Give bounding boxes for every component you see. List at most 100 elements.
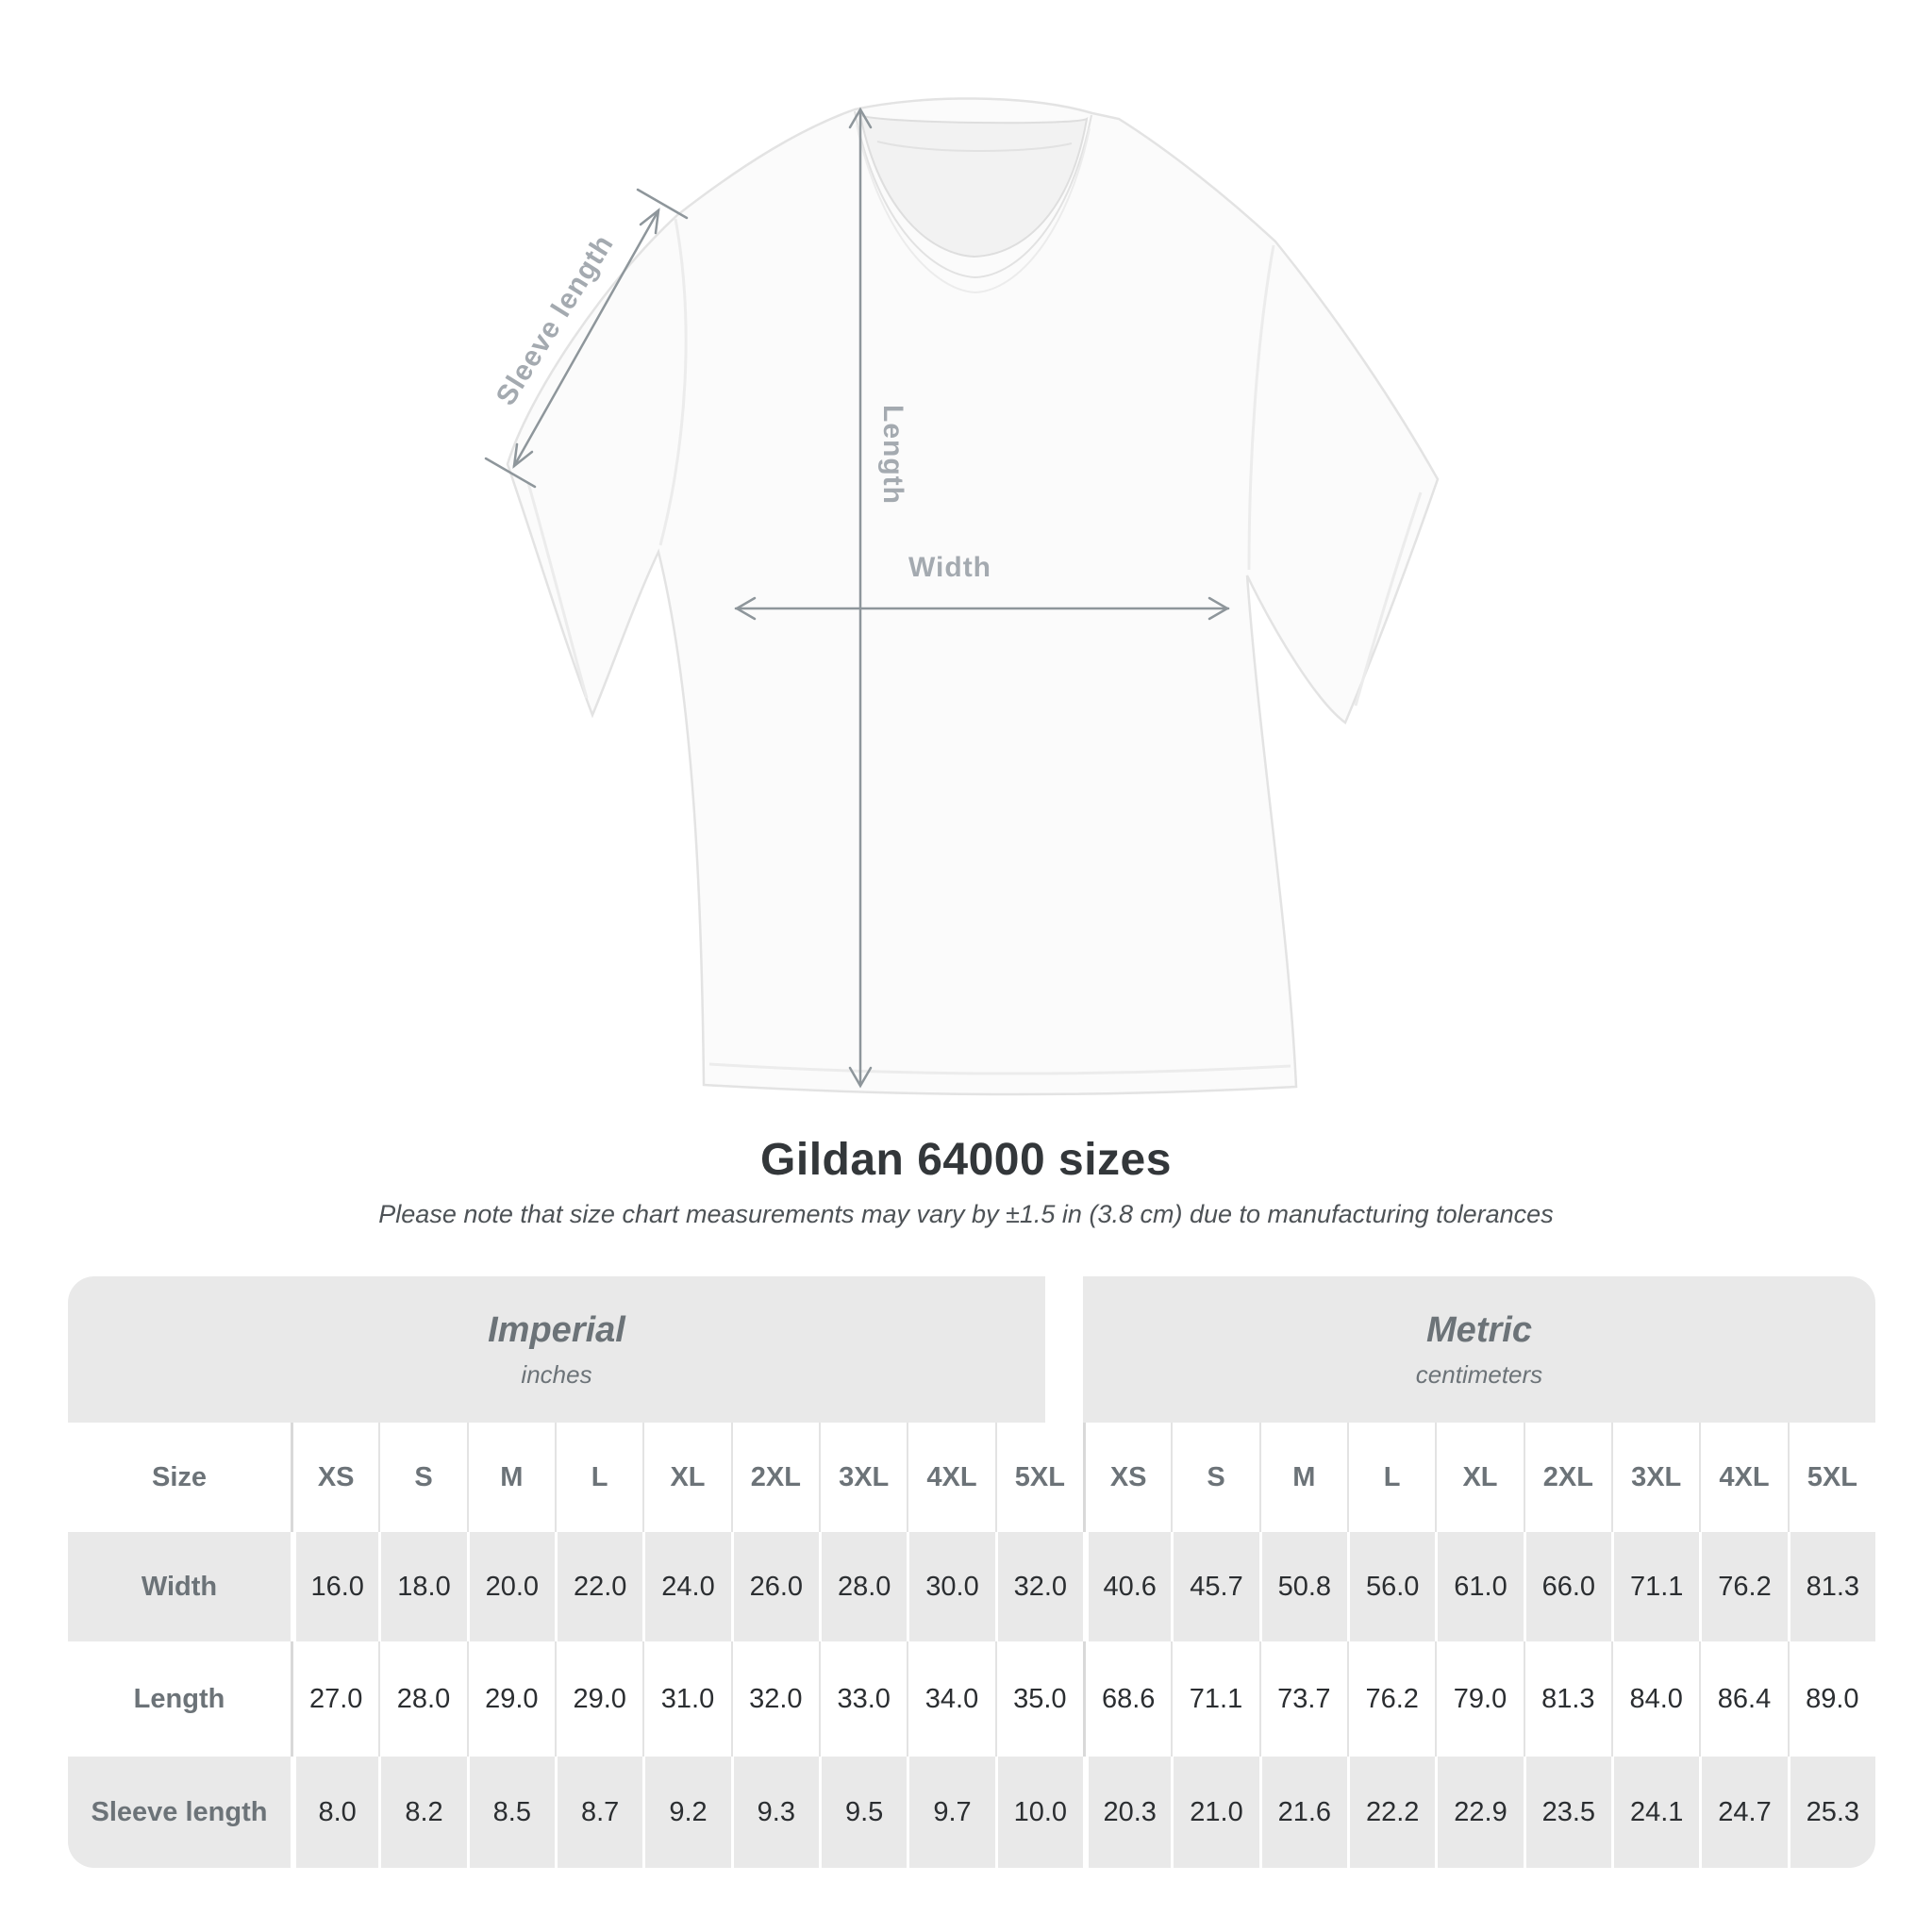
measurement-value: 32.0 [730,1641,819,1757]
page-subtitle: Please note that size chart measurements… [378,1200,1554,1228]
measurement-value: 18.0 [378,1532,466,1641]
imperial-sublabel: inches [521,1359,592,1389]
measurement-value: 56.0 [1347,1532,1435,1641]
measurement-value: 33.0 [819,1641,907,1757]
size-column-header: 2XL [1523,1423,1611,1532]
measurement-value: 29.0 [555,1641,642,1757]
size-column-header: XL [642,1423,730,1532]
measurement-value: 20.0 [466,1532,555,1641]
measurement-value: 61.0 [1435,1532,1523,1641]
table-row: Length 27.0 28.0 29.0 29.0 31.0 32.0 33.0 34.0 35… [68,1641,1875,1757]
measurement-value: 86.4 [1699,1641,1787,1757]
measurement-value: 71.1 [1611,1532,1699,1641]
size-col-header: Size [151,1461,208,1492]
table-row: Width 16.0 18.0 20.0 22.0 24.0 26.0 28.0 30.0 32.… [68,1532,1875,1641]
measurement-value: 21.6 [1258,1757,1347,1868]
measurement-value: 22.9 [1435,1757,1523,1868]
measurement-value: 8.2 [378,1757,466,1868]
measurement-value: 79.0 [1435,1641,1523,1757]
measurement-value: 34.0 [907,1641,994,1757]
length-arrow [848,107,873,1089]
measurement-value: 73.7 [1258,1641,1347,1757]
measurement-value: 27.0 [291,1641,378,1757]
row-label: Width [141,1571,218,1602]
table-rows: Size XS S M L XL 2XL 3XL 4XL 5XL XS S M L XL 2XL 3XL 4XL 5… [68,1423,1875,1868]
measurement-value: 31.0 [642,1641,730,1757]
measurement-value: 22.2 [1347,1757,1435,1868]
size-column-header: 3XL [1611,1423,1699,1532]
measurement-value: 71.1 [1171,1641,1258,1757]
measurement-value: 9.2 [642,1757,730,1868]
width-label: Width [908,552,991,583]
size-column-header: XL [1435,1423,1523,1532]
measurement-value: 76.2 [1347,1641,1435,1757]
dimension-lines [484,107,1230,1089]
width-arrow [734,596,1230,621]
table-row: Size XS S M L XL 2XL 3XL 4XL 5XL XS S M L XL 2XL 3XL 4XL 5… [68,1423,1875,1532]
measurement-value: 50.8 [1258,1532,1347,1641]
measurement-value: 16.0 [291,1532,378,1641]
measurement-value: 28.0 [819,1532,907,1641]
measurement-value: 66.0 [1523,1532,1611,1641]
measurement-value: 30.0 [907,1532,994,1641]
measurement-value: 21.0 [1171,1757,1258,1868]
measurement-value: 26.0 [730,1532,819,1641]
size-column-header: L [1347,1423,1435,1532]
tshirt-measurement-diagram: Sleeve length Length Width [484,97,1440,1096]
measurement-value: 24.1 [1611,1757,1699,1868]
size-column-header: S [378,1423,466,1532]
tshirt-image [506,97,1440,1096]
size-column-header: 4XL [907,1423,994,1532]
row-label: Length [133,1683,225,1714]
measurement-value: 8.5 [466,1757,555,1868]
size-column-header: 5XL [994,1423,1083,1532]
metric-header: Metric centimeters [1083,1276,1875,1423]
imperial-header: Imperial inches [68,1276,1045,1423]
metric-sublabel: centimeters [1415,1359,1543,1389]
measurement-value: 22.0 [555,1532,642,1641]
measurement-value: 23.5 [1523,1757,1611,1868]
measurement-value: 29.0 [466,1641,555,1757]
collar-opening [858,113,1089,258]
measurement-value: 32.0 [994,1532,1083,1641]
size-column-header: 3XL [819,1423,907,1532]
size-column-header: XS [291,1423,378,1532]
measurement-value: 24.7 [1699,1757,1787,1868]
measurement-value: 9.5 [819,1757,907,1868]
size-column-header: 4XL [1699,1423,1787,1532]
measurement-value: 84.0 [1611,1641,1699,1757]
sleeve-length-arrow [484,188,689,489]
measurement-value: 24.0 [642,1532,730,1641]
unit-header-row: Imperial inches Metric centimeters [68,1276,1875,1423]
measurement-value: 9.7 [907,1757,994,1868]
size-column-header: 2XL [730,1423,819,1532]
measurement-value: 9.3 [730,1757,819,1868]
size-column-header: M [1258,1423,1347,1532]
size-column-header: M [466,1423,555,1532]
size-column-header: 5XL [1787,1423,1875,1532]
measurement-value: 68.6 [1083,1641,1171,1757]
measurement-value: 25.3 [1787,1757,1875,1868]
measurement-value: 81.3 [1787,1532,1875,1641]
size-table: Imperial inches Metric centimeters Size X… [68,1276,1875,1868]
measurement-value: 35.0 [994,1641,1083,1757]
row-label: Sleeve length [91,1796,268,1827]
measurement-value: 28.0 [378,1641,466,1757]
measurement-value: 89.0 [1787,1641,1875,1757]
measurement-value: 8.0 [291,1757,378,1868]
measurement-value: 81.3 [1523,1641,1611,1757]
measurement-value: 45.7 [1171,1532,1258,1641]
measurement-value: 10.0 [994,1757,1083,1868]
metric-label: Metric [1426,1309,1532,1350]
length-label: Length [877,405,908,505]
table-row: Sleeve length 8.0 8.2 8.5 8.7 9.2 9.3 9.5 9.7 10.… [68,1757,1875,1868]
measurement-value: 20.3 [1083,1757,1171,1868]
measurement-value: 40.6 [1083,1532,1171,1641]
size-column-header: XS [1083,1423,1171,1532]
measurement-value: 76.2 [1699,1532,1787,1641]
unit-header-gap [1045,1276,1083,1423]
measurement-value: 8.7 [555,1757,642,1868]
imperial-label: Imperial [488,1309,625,1350]
size-column-header: L [555,1423,642,1532]
page-title: Gildan 64000 sizes [760,1135,1172,1185]
